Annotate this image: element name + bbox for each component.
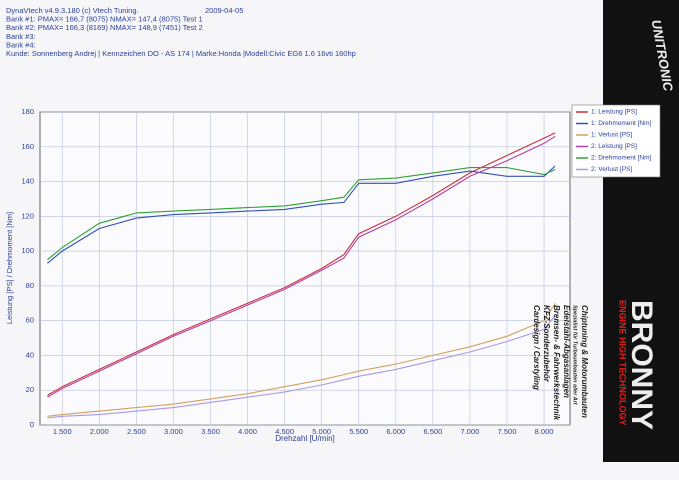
series-line — [47, 303, 556, 417]
y-tick-label: 0 — [30, 420, 34, 429]
y-tick-label: 20 — [26, 385, 34, 394]
y-tick-label: 160 — [21, 142, 34, 151]
series-line — [47, 315, 556, 419]
advert-line: Edelstahl-Abgasanlagen — [562, 305, 571, 398]
header-line: Kunde: Sonnenberg Andrej | Kennzeichen D… — [6, 49, 356, 58]
legend-label: 1: Verlust [PS] — [591, 132, 632, 139]
x-tick-label: 2.500 — [127, 427, 146, 436]
x-tick-label: 6.000 — [386, 427, 405, 436]
x-tick-label: 3.500 — [201, 427, 220, 436]
x-tick-label: 2.000 — [90, 427, 109, 436]
y-tick-label: 180 — [21, 107, 34, 116]
x-tick-label: 7.500 — [498, 427, 517, 436]
x-tick-label: 4.000 — [238, 427, 257, 436]
series-line — [47, 165, 556, 264]
advert-line: Spezialist für Turboumbauten aller Art — [572, 305, 578, 406]
advert-line: Chiptuning & Motorumbauten — [580, 305, 589, 418]
brand-slogan: ENGINE HIGH TECHNOLOGY — [618, 300, 628, 426]
plot-area — [39, 111, 571, 426]
legend-label: 2: Drehmoment [Nm] — [591, 155, 652, 162]
advert-line: Bremsen- & Fahrwerkstechnik — [552, 305, 561, 421]
x-tick-label: 5.000 — [312, 427, 331, 436]
x-axis-label: Drehzahl [U/min] — [275, 434, 335, 443]
y-tick-label: 80 — [26, 281, 34, 290]
header-line: Bank #3: — [6, 32, 36, 41]
sponsor-banner — [603, 0, 679, 462]
x-tick-label: 5.500 — [349, 427, 368, 436]
header-line: Bank #2: PMAX= 166,3 (8169) NMAX= 148,9 … — [6, 23, 203, 32]
header-line: Bank #1: PMAX= 166,7 (8075) NMAX= 147,4 … — [6, 15, 203, 24]
y-axis-label: Leistung [PS] / Drehmoment [Nm] — [5, 212, 14, 324]
header-line: DynaVtech v4.9.3.180 (c) Vtech Tuning. — [6, 6, 139, 15]
y-tick-label: 60 — [26, 316, 34, 325]
header-line: Bank #4: — [6, 40, 36, 49]
y-tick-label: 140 — [21, 177, 34, 186]
legend-box — [571, 104, 661, 178]
y-tick-label: 100 — [21, 246, 34, 255]
y-tick-label: 40 — [26, 350, 34, 359]
brand-bronny: BRONNY — [625, 300, 658, 430]
advert-line: KFZ-Sonderzubehör — [542, 305, 551, 383]
series-line — [47, 135, 556, 398]
advert-line: Cardesign / Carstyling — [532, 305, 541, 390]
series-line — [47, 167, 556, 261]
legend-label: 2: Leistung [PS] — [591, 143, 637, 150]
x-tick-label: 3.000 — [164, 427, 183, 436]
legend-label: 1: Drehmoment [Nm] — [591, 120, 652, 127]
legend-label: 1: Leistung [PS] — [591, 109, 637, 116]
date: 2009-04-05 — [205, 6, 243, 15]
x-tick-label: 7.000 — [461, 427, 480, 436]
x-tick-label: 6.500 — [423, 427, 442, 436]
x-tick-label: 8.000 — [535, 427, 554, 436]
legend-label: 2: Verlust [PS] — [591, 166, 632, 173]
y-tick-label: 120 — [21, 211, 34, 220]
x-tick-label: 4.500 — [275, 427, 294, 436]
x-tick-label: 1.500 — [53, 427, 72, 436]
